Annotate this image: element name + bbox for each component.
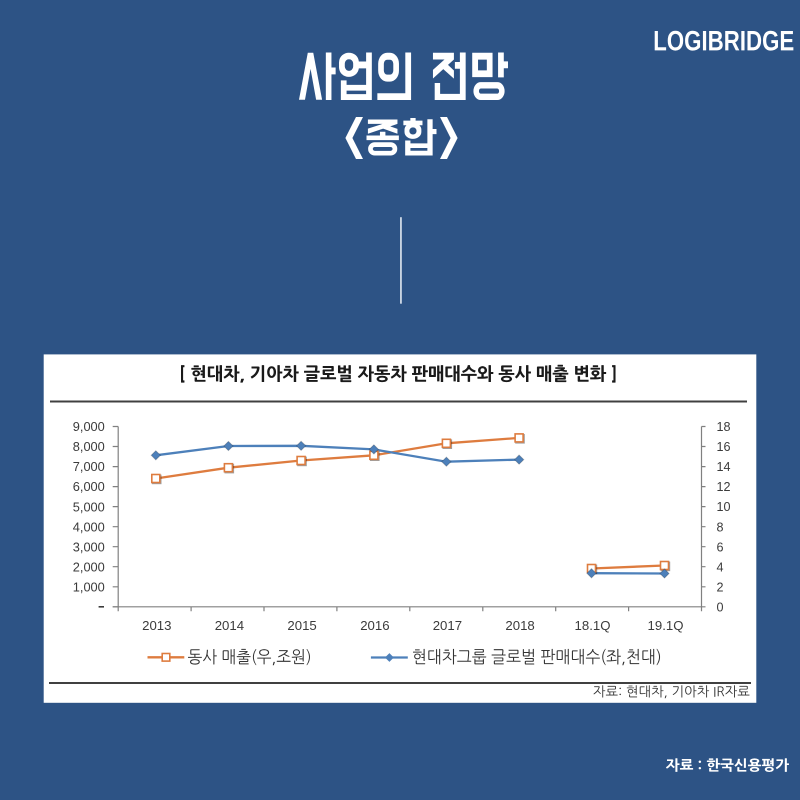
svg-text:19.1Q: 19.1Q bbox=[648, 618, 684, 633]
svg-text:6,000: 6,000 bbox=[73, 479, 105, 494]
svg-text:4: 4 bbox=[717, 560, 724, 574]
svg-text:10: 10 bbox=[717, 500, 731, 514]
svg-text:0: 0 bbox=[717, 600, 724, 614]
svg-text:2: 2 bbox=[717, 580, 724, 594]
svg-text:2017: 2017 bbox=[433, 618, 462, 633]
svg-text:2013: 2013 bbox=[142, 618, 171, 633]
svg-text:4,000: 4,000 bbox=[73, 519, 105, 534]
svg-text:5,000: 5,000 bbox=[73, 499, 105, 514]
svg-text:14: 14 bbox=[717, 460, 731, 474]
svg-text:2014: 2014 bbox=[215, 618, 244, 633]
svg-text:12: 12 bbox=[717, 480, 731, 494]
svg-text:9,000: 9,000 bbox=[73, 419, 105, 434]
svg-text:2015: 2015 bbox=[287, 618, 316, 633]
svg-text:2,000: 2,000 bbox=[73, 559, 105, 574]
svg-text:2016: 2016 bbox=[360, 618, 389, 633]
svg-text:8: 8 bbox=[717, 520, 724, 534]
svg-text:1,000: 1,000 bbox=[73, 579, 105, 594]
svg-text:6: 6 bbox=[717, 540, 724, 554]
svg-text:2018: 2018 bbox=[505, 618, 534, 633]
svg-text:18: 18 bbox=[717, 420, 731, 434]
svg-text:3,000: 3,000 bbox=[73, 539, 105, 554]
svg-text:16: 16 bbox=[717, 440, 731, 454]
svg-text:18.1Q: 18.1Q bbox=[575, 618, 611, 633]
svg-text:7,000: 7,000 bbox=[73, 459, 105, 474]
svg-text:8,000: 8,000 bbox=[73, 439, 105, 454]
